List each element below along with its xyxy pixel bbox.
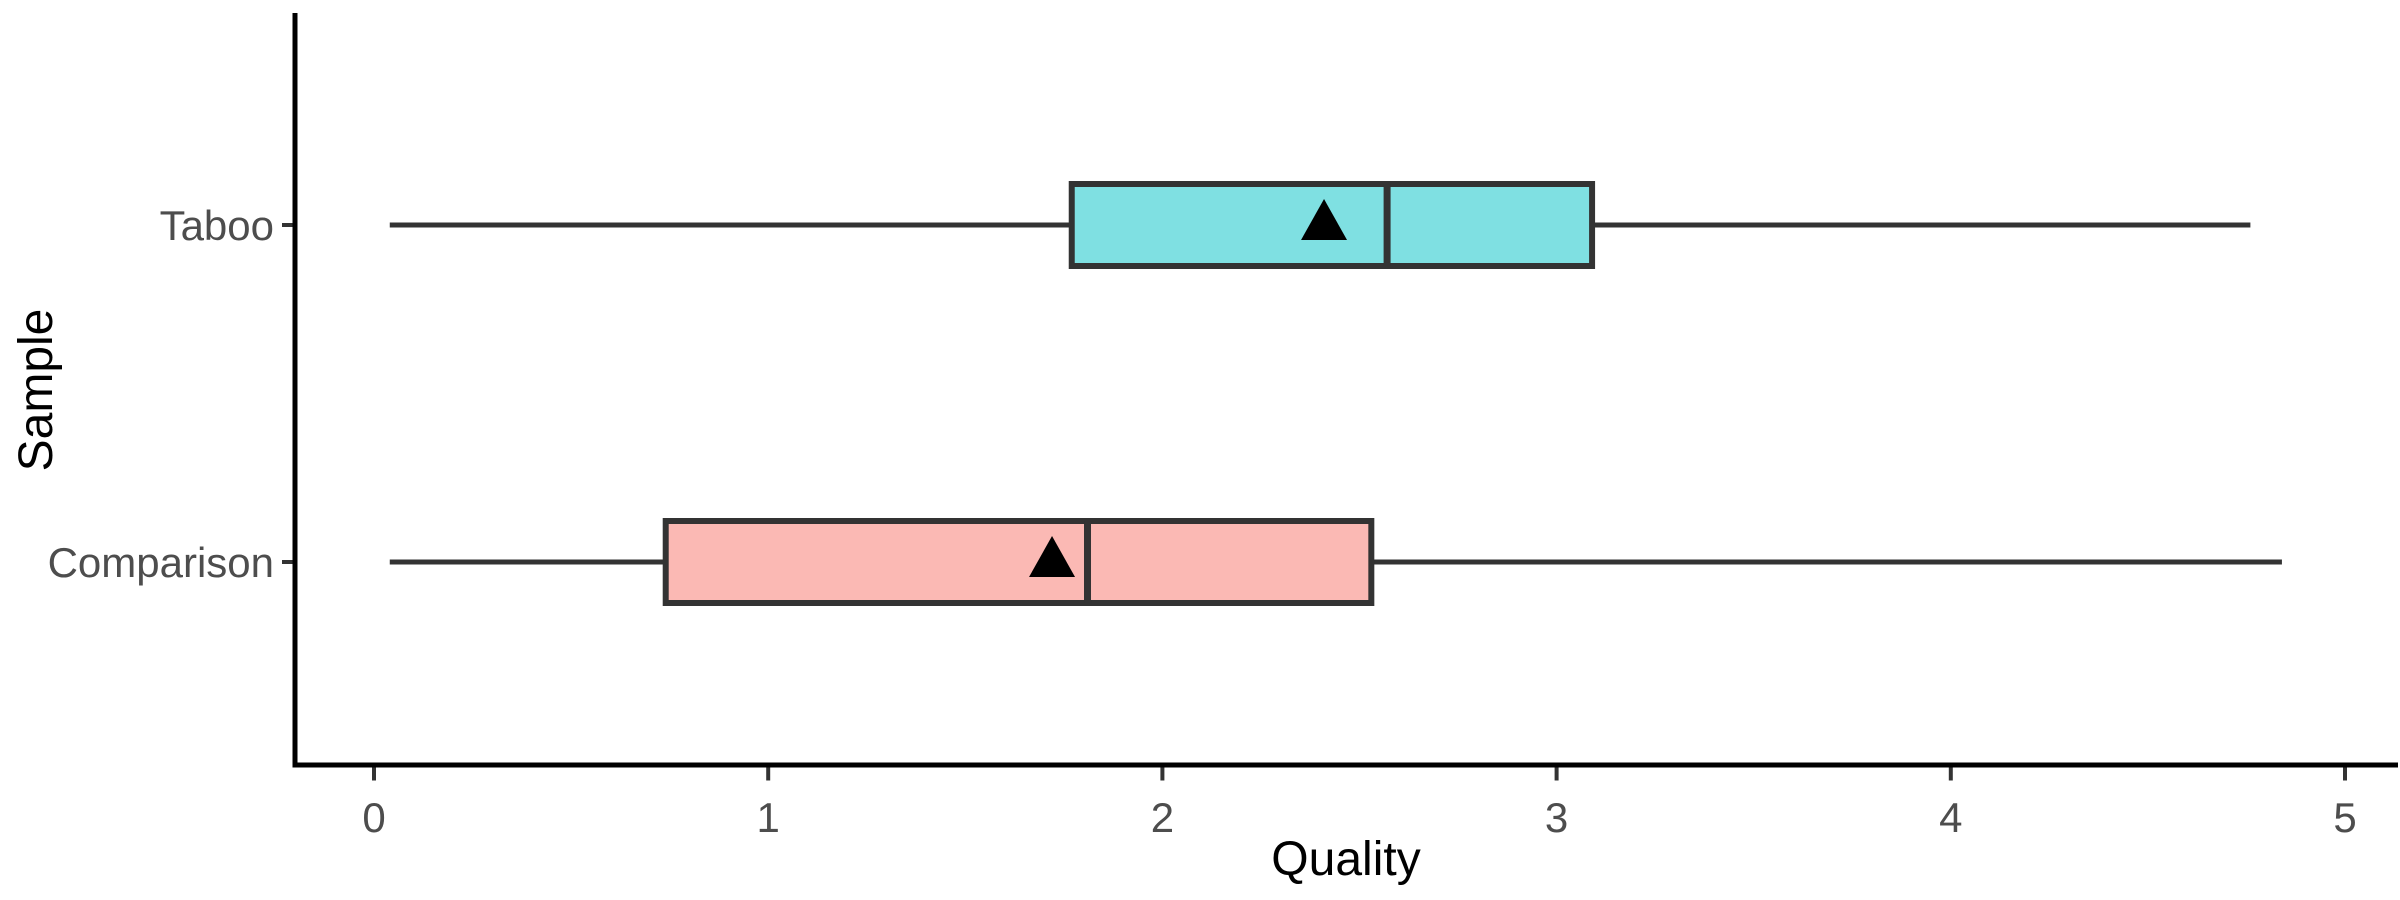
x-tick-label: 0	[362, 794, 385, 841]
plot-area: Taboo Comparison 0 1 2 3 4 5	[48, 13, 2398, 841]
comparison-category-label: Comparison	[48, 539, 274, 586]
x-tick-label: 3	[1545, 794, 1568, 841]
x-tick-label: 1	[757, 794, 780, 841]
x-axis-title: Quality	[1271, 833, 1420, 886]
taboo-category-label: Taboo	[160, 202, 274, 249]
x-tick-label: 5	[2333, 794, 2356, 841]
x-tick-label: 4	[1939, 794, 1962, 841]
comparison-box	[662, 518, 1375, 606]
taboo-mean-triangle-icon	[1301, 199, 1348, 240]
x-tick-label: 2	[1151, 794, 1174, 841]
y-axis-title: Sample	[10, 309, 63, 472]
comparison-mean-triangle-icon	[1029, 536, 1076, 577]
